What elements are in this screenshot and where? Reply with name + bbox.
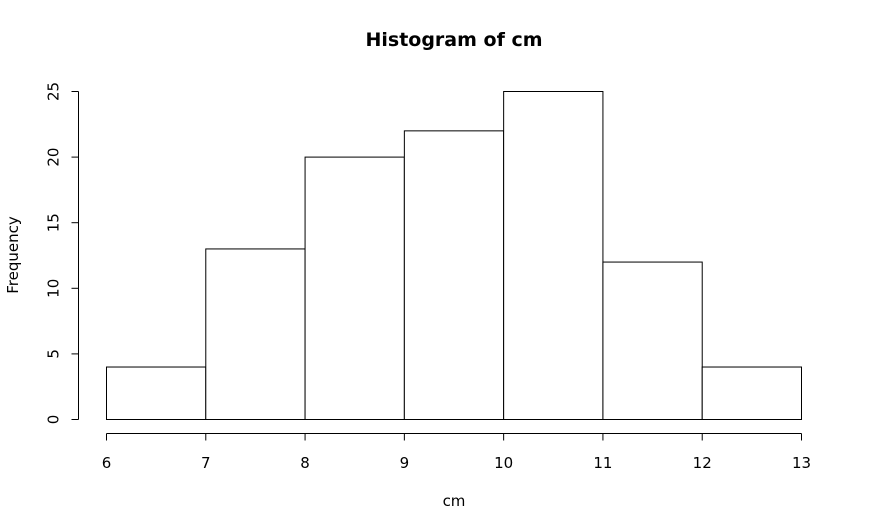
x-tick-label-9: 9 — [400, 454, 410, 472]
bars-group — [106, 91, 803, 421]
x-tick-label-6: 6 — [102, 454, 112, 472]
y-axis: 0 5 10 15 20 25 — [45, 82, 79, 424]
y-tick-label-0: 0 — [45, 415, 63, 425]
x-tick-label-12: 12 — [693, 454, 712, 472]
x-tick-label-7: 7 — [201, 454, 211, 472]
histogram-bar-2 — [205, 248, 306, 420]
y-tick-label-25: 25 — [45, 82, 63, 101]
histogram-bar-6 — [602, 261, 703, 420]
y-tick-label-20: 20 — [45, 148, 63, 167]
x-tick-label-8: 8 — [300, 454, 310, 472]
histogram-bar-5 — [503, 91, 604, 420]
histogram-bar-3 — [304, 156, 405, 420]
x-tick-label-11: 11 — [593, 454, 612, 472]
x-axis: 6 7 8 9 10 11 12 13 — [102, 433, 811, 472]
y-tick-label-5: 5 — [45, 349, 63, 359]
x-tick-label-13: 13 — [792, 454, 811, 472]
histogram-bar-1 — [106, 366, 207, 420]
x-tick-label-10: 10 — [494, 454, 513, 472]
x-axis-label: cm — [443, 492, 466, 510]
histogram-bar-4 — [403, 130, 505, 421]
y-tick-label-10: 10 — [45, 279, 63, 298]
histogram-bar-7 — [701, 366, 803, 420]
y-tick-label-15: 15 — [45, 213, 63, 232]
chart-title: Histogram of cm — [365, 29, 542, 51]
y-axis-label: Frequency — [4, 216, 22, 294]
